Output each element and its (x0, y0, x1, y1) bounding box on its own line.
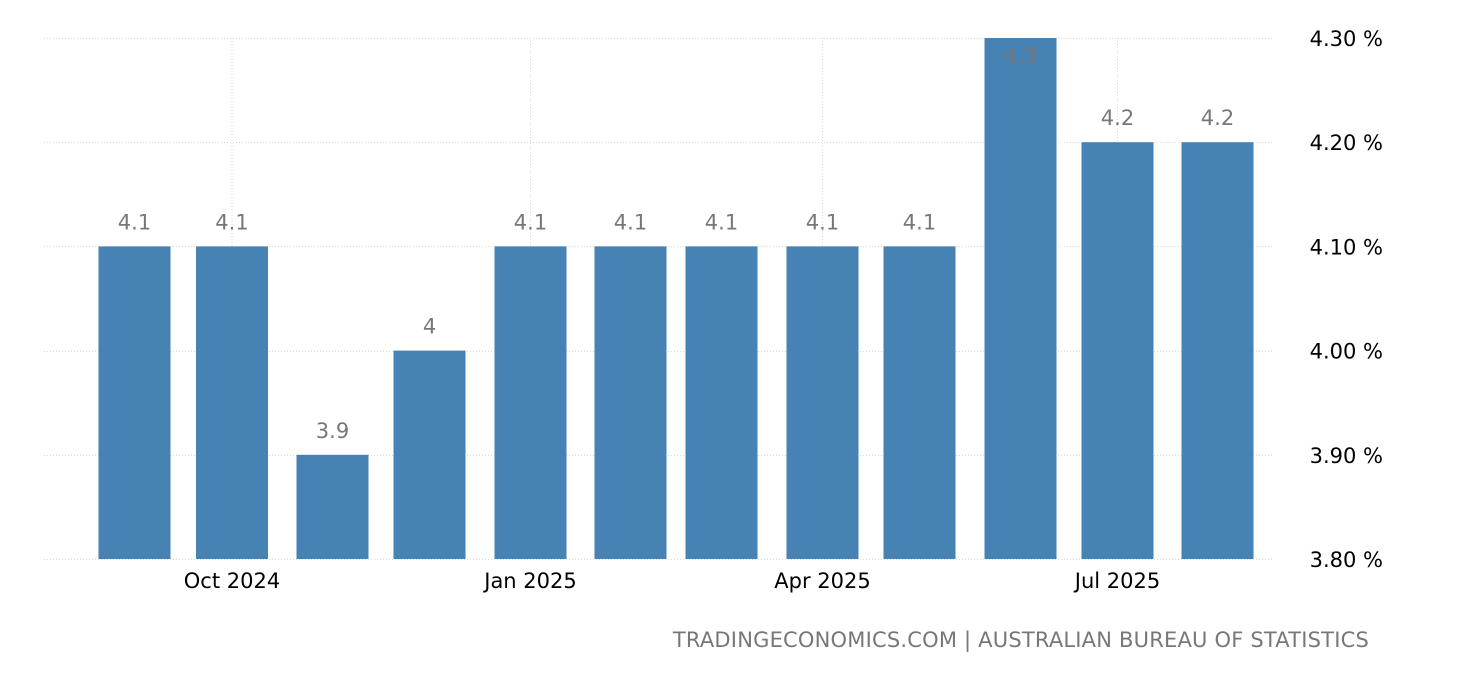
y-tick-label: 4.10 % (1310, 235, 1383, 259)
bar-value-label: 4.2 (1201, 106, 1234, 130)
bar (883, 246, 956, 559)
bar-value-label: 4.1 (614, 210, 647, 234)
source-caption: TRADINGECONOMICS.COM | AUSTRALIAN BUREAU… (672, 628, 1369, 652)
bar (494, 246, 567, 559)
bar (1081, 142, 1154, 559)
bar (984, 38, 1057, 559)
bar (196, 246, 268, 559)
x-tick-label: Apr 2025 (774, 569, 870, 593)
y-tick-label: 3.90 % (1310, 444, 1383, 468)
y-tick-label: 3.80 % (1310, 548, 1383, 572)
bar (1181, 142, 1254, 559)
x-tick-label: Jan 2025 (482, 569, 577, 593)
x-tick-label: Oct 2024 (184, 569, 280, 593)
bar-value-label: 4.1 (118, 210, 151, 234)
bar (296, 454, 369, 559)
bar (98, 246, 171, 559)
bar-value-label: 4.2 (1101, 106, 1134, 130)
bars (98, 38, 1254, 559)
bar (594, 246, 667, 559)
data-labels: 4.1 4.1 3.9 4 4.1 4.1 4.1 4.1 4.1 4.3 4.2 4.2 (118, 44, 1234, 443)
bar-value-label: 4.1 (215, 210, 248, 234)
bar (786, 246, 859, 559)
bar (685, 246, 758, 559)
bar-value-label: 4.1 (806, 210, 839, 234)
x-axis-ticks: Oct 2024 Jan 2025 Apr 2025 Jul 2025 (184, 569, 1160, 593)
bar-value-label: 4.1 (705, 210, 738, 234)
y-tick-label: 4.20 % (1310, 131, 1383, 155)
x-tick-label: Jul 2025 (1073, 569, 1160, 593)
y-tick-label: 4.30 % (1310, 27, 1383, 51)
y-tick-label: 4.00 % (1310, 340, 1383, 364)
bar-value-label: 4.1 (903, 210, 936, 234)
bar-value-label: 4 (423, 315, 436, 339)
bar-value-label: 3.9 (316, 419, 349, 443)
bar (393, 350, 466, 559)
y-axis-ticks: 4.30 % 4.20 % 4.10 % 4.00 % 3.90 % 3.80 % (1310, 27, 1383, 572)
bar-value-label: 4.1 (514, 210, 547, 234)
bar-value-label: 4.3 (1004, 44, 1037, 68)
